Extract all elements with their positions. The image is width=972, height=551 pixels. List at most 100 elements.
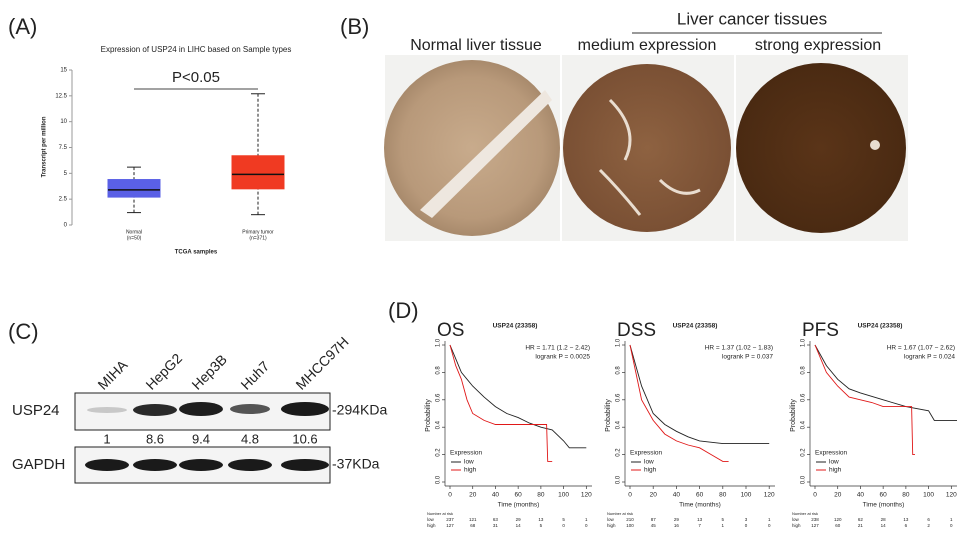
risk-value: 6 xyxy=(905,523,908,528)
annotation: HR = 1.37 (1.02 − 1.83) xyxy=(705,345,773,352)
y-tick-label: 0.8 xyxy=(436,366,442,375)
annotation: logrank P = 0.024 xyxy=(904,354,955,361)
risk-value: 237 xyxy=(446,517,454,522)
x-tick-label: 0 xyxy=(628,492,632,499)
y-tick-label: 0.4 xyxy=(436,420,442,429)
risk-value: 13 xyxy=(903,517,909,522)
x-tick-label: 20 xyxy=(650,492,658,499)
x-tick-label: 100 xyxy=(741,492,752,499)
y-tick-label: 0.6 xyxy=(801,393,807,402)
quantification: 8.6 xyxy=(146,431,164,446)
y-tick-label: 15 xyxy=(60,68,67,74)
legend-label: high xyxy=(464,467,477,474)
y-tick-label: 0.0 xyxy=(436,475,442,484)
x-axis-label: TCGA samples xyxy=(175,250,218,256)
x-tick-label: 40 xyxy=(492,492,500,499)
band xyxy=(230,404,270,414)
x-tick-label: 80 xyxy=(902,492,910,499)
x-axis-label: Time (months) xyxy=(498,502,540,509)
lane-label: Huh7 xyxy=(237,358,272,393)
risk-value: 13 xyxy=(697,517,703,522)
x-tick-label: 0 xyxy=(813,492,817,499)
x-tick-label: 60 xyxy=(696,492,704,499)
protein-label: USP24 xyxy=(12,402,60,419)
y-tick-label: 0.0 xyxy=(801,475,807,484)
risk-value: 0 xyxy=(768,523,771,528)
x-tick-note: (n=371) xyxy=(249,235,267,241)
risk-value: 100 xyxy=(626,523,634,528)
x-tick-note: (n=50) xyxy=(127,235,142,241)
panel-name: DSS xyxy=(617,320,656,341)
x-tick-label: 60 xyxy=(880,492,888,499)
band xyxy=(133,459,177,471)
y-tick-label: 0.6 xyxy=(616,393,622,402)
y-tick-label: 0.2 xyxy=(801,448,807,457)
y-axis-label: Probability xyxy=(605,399,612,432)
quantification: 9.4 xyxy=(192,431,210,446)
risk-value: 210 xyxy=(626,517,634,522)
chart-title: USP24 (23358) xyxy=(858,323,903,330)
x-axis-label: Time (months) xyxy=(863,502,905,509)
risk-value: 28 xyxy=(881,517,887,522)
annotation: P<0.05 xyxy=(172,69,220,86)
risk-row-name: high xyxy=(427,523,436,528)
band xyxy=(281,459,329,471)
risk-value: 3 xyxy=(745,517,748,522)
band xyxy=(85,459,129,471)
band xyxy=(133,404,177,416)
panel-label: (A) xyxy=(8,14,37,39)
risk-value: 62 xyxy=(858,517,864,522)
risk-value: 14 xyxy=(516,523,522,528)
risk-value: 127 xyxy=(446,523,454,528)
band xyxy=(179,459,223,471)
risk-value: 5 xyxy=(562,517,565,522)
x-tick-label: 120 xyxy=(764,492,775,499)
band xyxy=(228,459,272,471)
quantification: 4.8 xyxy=(241,431,259,446)
risk-value: 6 xyxy=(927,517,930,522)
risk-value: 127 xyxy=(811,523,819,528)
risk-value: 120 xyxy=(834,517,842,522)
x-tick-label: 40 xyxy=(673,492,681,499)
legend-title: Expression xyxy=(450,450,483,457)
risk-value: 14 xyxy=(881,523,887,528)
risk-value: 5 xyxy=(540,523,543,528)
risk-value: 7 xyxy=(698,523,701,528)
lane-label: MIHA xyxy=(94,356,131,393)
annotation: HR = 1.67 (1.07 − 2.62) xyxy=(887,345,955,352)
x-tick-label: 40 xyxy=(857,492,865,499)
box xyxy=(107,179,161,198)
vessel xyxy=(420,90,552,218)
chart-title: USP24 (23358) xyxy=(673,323,718,330)
risk-value: 5 xyxy=(722,517,725,522)
survival-curve xyxy=(449,344,553,462)
caption: strong expression xyxy=(755,37,881,54)
caption: medium expression xyxy=(578,37,717,54)
x-tick-label: Normal xyxy=(126,229,142,235)
y-tick-label: 0.0 xyxy=(616,475,622,484)
annotation: logrank P = 0.0025 xyxy=(535,354,590,361)
x-axis-label: Time (months) xyxy=(679,502,721,509)
x-tick-label: 100 xyxy=(558,492,569,499)
risk-value: 121 xyxy=(469,517,477,522)
panel-name: OS xyxy=(437,320,464,341)
risk-value: 68 xyxy=(470,523,476,528)
survival-curve xyxy=(449,344,587,449)
y-tick-label: 10 xyxy=(60,119,67,125)
legend-title: Expression xyxy=(815,450,848,457)
survival-curve xyxy=(814,344,915,456)
tissue-core xyxy=(563,64,731,232)
risk-title: Number at risk xyxy=(792,511,818,516)
risk-value: 29 xyxy=(674,517,680,522)
tissue-texture xyxy=(598,98,701,216)
risk-row-name: low xyxy=(792,517,800,522)
tissue-core xyxy=(384,60,560,236)
risk-value: 13 xyxy=(538,517,544,522)
size-label: -294KDa xyxy=(332,402,387,418)
y-tick-label: 0.2 xyxy=(616,448,622,457)
risk-value: 31 xyxy=(493,523,499,528)
risk-value: 1 xyxy=(585,517,588,522)
y-axis-label: Probability xyxy=(790,399,797,432)
x-tick-label: 20 xyxy=(834,492,842,499)
legend-title: Expression xyxy=(630,450,663,457)
